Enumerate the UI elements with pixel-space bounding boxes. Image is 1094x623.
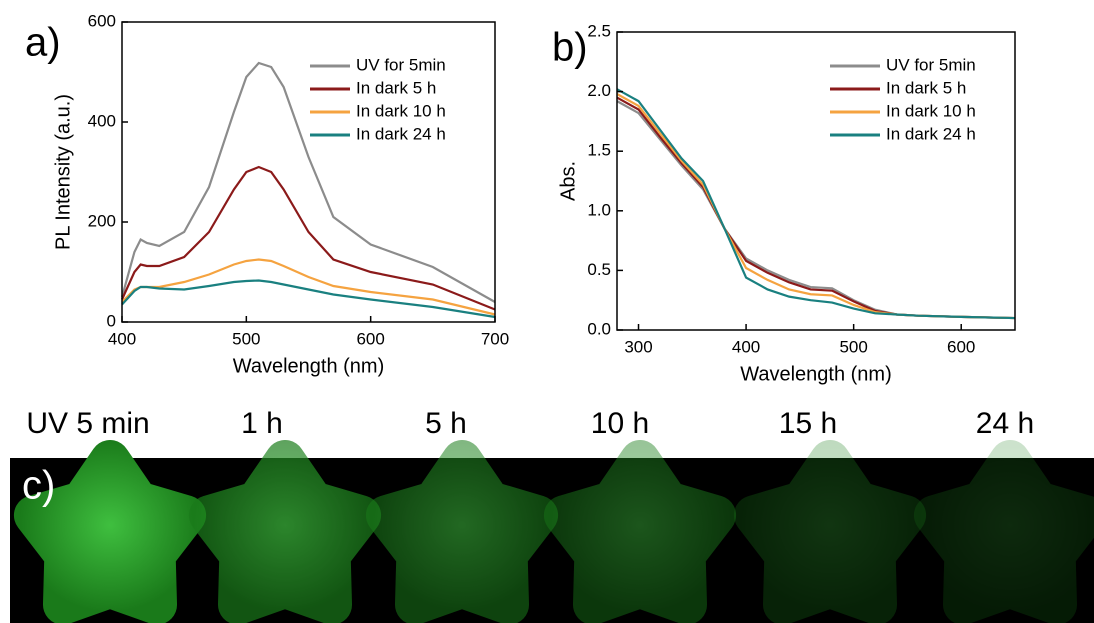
- photo-label: 24 h: [976, 407, 1034, 440]
- legend-label: UV for 5min: [356, 55, 446, 74]
- legend-label: In dark 5 h: [886, 78, 966, 97]
- photo-star: [543, 440, 737, 623]
- x-tick-label: 600: [947, 337, 975, 356]
- panel-label: a): [25, 21, 61, 65]
- data-line: [120, 61, 496, 303]
- y-tick-label: 1.0: [587, 200, 611, 219]
- legend-label: In dark 5 h: [356, 78, 436, 97]
- x-tick-label: 400: [108, 329, 136, 348]
- plot-frame: [121, 21, 496, 323]
- legend-label: In dark 10 h: [356, 101, 446, 120]
- data-line: [616, 88, 1016, 320]
- photo-star: [365, 440, 559, 623]
- panel-label: b): [552, 26, 588, 70]
- photo-star: [188, 440, 382, 623]
- photo-label: 5 h: [425, 407, 467, 440]
- legend-label: In dark 10 h: [886, 101, 976, 120]
- data-line: [120, 165, 496, 311]
- photo-star: [13, 440, 207, 623]
- x-tick-label: 700: [481, 329, 509, 348]
- y-tick-label: 2.5: [587, 21, 611, 40]
- data-line: [121, 279, 496, 319]
- legend-label: In dark 24 h: [356, 124, 446, 143]
- y-tick-label: 0.5: [587, 260, 611, 279]
- x-tick-label: 600: [356, 329, 384, 348]
- x-tick-label: 500: [839, 337, 867, 356]
- x-axis-title: Wavelength (nm): [233, 355, 385, 377]
- x-tick-label: 300: [624, 337, 652, 356]
- y-tick-label: 1.5: [587, 141, 611, 160]
- x-axis-title: Wavelength (nm): [740, 363, 892, 385]
- y-tick-label: 0.0: [587, 319, 611, 338]
- y-tick-label: 600: [88, 11, 116, 30]
- photo-star: [733, 440, 927, 623]
- panel-label: c): [22, 464, 55, 508]
- photo-label: UV 5 min: [26, 407, 149, 440]
- x-tick-label: 400: [732, 337, 760, 356]
- legend-label: In dark 24 h: [886, 124, 976, 143]
- legend-label: UV for 5min: [886, 55, 976, 74]
- photo-star: [913, 440, 1094, 623]
- photo-label: 15 h: [779, 407, 837, 440]
- plot-frame: [616, 31, 1016, 331]
- y-axis-title: PL Intensity (a.u.): [52, 94, 74, 250]
- photo-label: 1 h: [241, 407, 283, 440]
- y-tick-label: 2.0: [587, 81, 611, 100]
- photo-label: 10 h: [591, 407, 649, 440]
- y-tick-label: 400: [88, 111, 116, 130]
- y-tick-label: 0: [107, 311, 116, 330]
- y-axis-title: Abs.: [557, 161, 579, 201]
- x-tick-label: 500: [232, 329, 260, 348]
- y-tick-label: 200: [88, 211, 116, 230]
